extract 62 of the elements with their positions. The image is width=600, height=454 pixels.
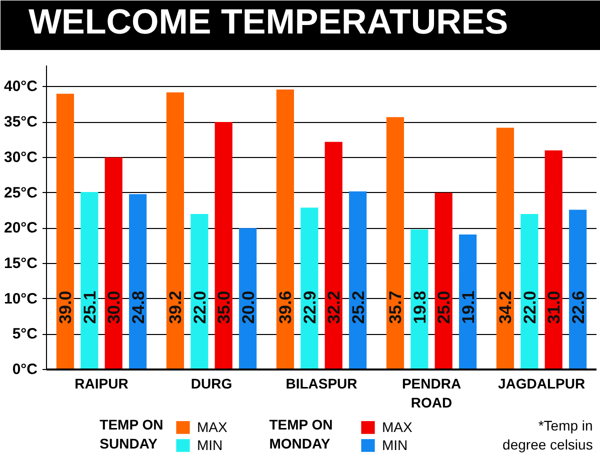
y-tick-label: 5°C bbox=[12, 326, 38, 343]
bar bbox=[239, 228, 257, 370]
bar bbox=[104, 157, 122, 370]
data-label: 19.8 bbox=[410, 290, 430, 324]
data-label: 25.0 bbox=[434, 290, 454, 324]
bar bbox=[434, 192, 452, 370]
bar bbox=[324, 142, 342, 370]
text: *Temp in degree celsius bbox=[502, 417, 593, 452]
legend-label: MIN bbox=[382, 437, 408, 453]
y-tick-label: 30°C bbox=[4, 148, 38, 166]
y-tick-label: 15°C bbox=[4, 254, 38, 272]
data-label: 22.0 bbox=[190, 290, 210, 324]
bar bbox=[214, 122, 232, 370]
bar bbox=[569, 210, 587, 370]
data-label: 30.0 bbox=[104, 290, 124, 324]
y-tick-label: 20°C bbox=[4, 220, 38, 237]
data-label: 25.2 bbox=[348, 290, 368, 324]
y-tick-label: 0°C bbox=[12, 361, 38, 378]
data-label: 22.0 bbox=[520, 290, 540, 324]
y-tick-label: 25°C bbox=[4, 184, 38, 202]
x-tick-label: PENDRA ROAD bbox=[402, 376, 462, 411]
bar bbox=[520, 214, 538, 370]
x-tick-label: RAIPUR bbox=[74, 376, 128, 392]
legend-label: MAX bbox=[382, 419, 412, 435]
data-label: 20.0 bbox=[238, 290, 258, 324]
bar bbox=[300, 208, 318, 370]
bar bbox=[459, 234, 477, 370]
y-tick-label: 35°C bbox=[4, 114, 38, 131]
bar bbox=[410, 230, 428, 370]
data-label: 24.8 bbox=[128, 290, 148, 324]
chart-title: WELCOME TEMPERATURES bbox=[28, 2, 508, 42]
bar bbox=[496, 128, 514, 370]
data-label: 35.7 bbox=[386, 290, 406, 324]
bar bbox=[190, 214, 208, 370]
data-label: 32.2 bbox=[324, 290, 344, 324]
data-label: 39.6 bbox=[276, 290, 296, 324]
data-label: 25.1 bbox=[80, 290, 100, 324]
bar bbox=[129, 194, 147, 370]
bar bbox=[166, 92, 184, 370]
bar bbox=[56, 94, 74, 370]
legend-label: MIN bbox=[197, 437, 223, 453]
x-tick-label: DURG bbox=[190, 376, 232, 392]
bar bbox=[349, 191, 367, 370]
x-tick-label: JAGDALPUR bbox=[498, 376, 586, 392]
data-label: 39.2 bbox=[166, 290, 186, 324]
bar bbox=[276, 90, 294, 370]
x-tick-label: BILASPUR bbox=[286, 376, 358, 392]
bar bbox=[386, 117, 404, 370]
data-label: 39.0 bbox=[56, 290, 76, 324]
data-label: 35.0 bbox=[214, 290, 234, 324]
y-tick-label: 40°C bbox=[4, 78, 38, 96]
data-label: 34.2 bbox=[496, 290, 516, 324]
y-tick-label: 10°C bbox=[4, 290, 38, 308]
data-label: 19.1 bbox=[458, 290, 478, 324]
text: TEMP ON SUNDAY bbox=[100, 416, 164, 452]
data-label: 22.6 bbox=[568, 290, 588, 324]
text: TEMP ON MONDAY bbox=[269, 416, 333, 452]
legend-label: MAX bbox=[197, 419, 228, 435]
bar bbox=[80, 192, 98, 370]
data-label: 31.0 bbox=[544, 290, 564, 324]
data-label: 22.9 bbox=[300, 290, 320, 324]
bar bbox=[544, 150, 562, 370]
